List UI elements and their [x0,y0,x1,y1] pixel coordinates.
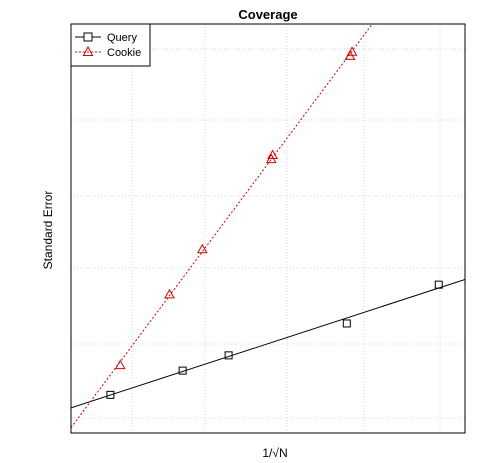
gridlines [71,24,465,433]
cookie-point-1 [164,288,175,299]
query-point-1 [178,366,187,375]
legend-query-square-marker [83,32,93,42]
cookie-fit-line [71,24,373,428]
cookie-point-6 [346,46,358,56]
data-markers [106,46,443,399]
chart-title: Coverage [238,7,297,22]
plot-frame [70,23,466,434]
legend-cookie-label: Cookie [107,47,141,59]
y-axis-label: Standard Error [41,191,55,270]
x-axis-label: 1/√N [262,446,287,460]
cookie-point-2 [196,243,208,254]
query-fit-line [71,278,465,409]
cookie-point-4 [267,149,278,160]
legend: Query Cookie [70,23,151,67]
legend-query-label: Query [107,32,137,44]
query-point-2 [224,351,233,360]
legend-box [70,23,151,67]
query-point-3 [342,319,351,328]
cookie-point-0 [114,359,126,370]
fit-lines [71,24,465,428]
query-point-4 [434,280,443,289]
legend-cookie-triangle-marker [82,45,94,56]
query-point-0 [106,390,115,399]
